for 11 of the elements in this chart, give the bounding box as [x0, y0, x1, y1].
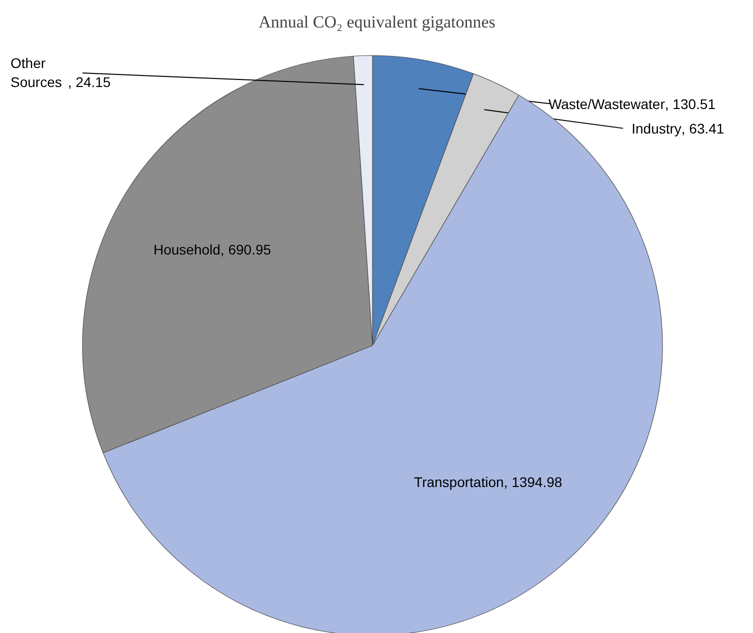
slice-label: Transportation: [414, 474, 504, 490]
data-label: , 690.95: [220, 242, 272, 258]
slice-label: Other Sources: [10, 55, 62, 90]
slice-label: Household: [153, 242, 220, 258]
data-label: , 1394.98: [504, 474, 562, 490]
data-label: , 24.15: [68, 74, 111, 90]
chart-title: Annual CO₂ equivalent gigatonnes: [258, 12, 496, 32]
slice-label: Waste/Wastewater: [548, 96, 666, 112]
data-label: , 63.41: [681, 120, 724, 136]
slice-label: Industry: [632, 120, 682, 136]
data-label: , 130.51: [664, 96, 716, 112]
